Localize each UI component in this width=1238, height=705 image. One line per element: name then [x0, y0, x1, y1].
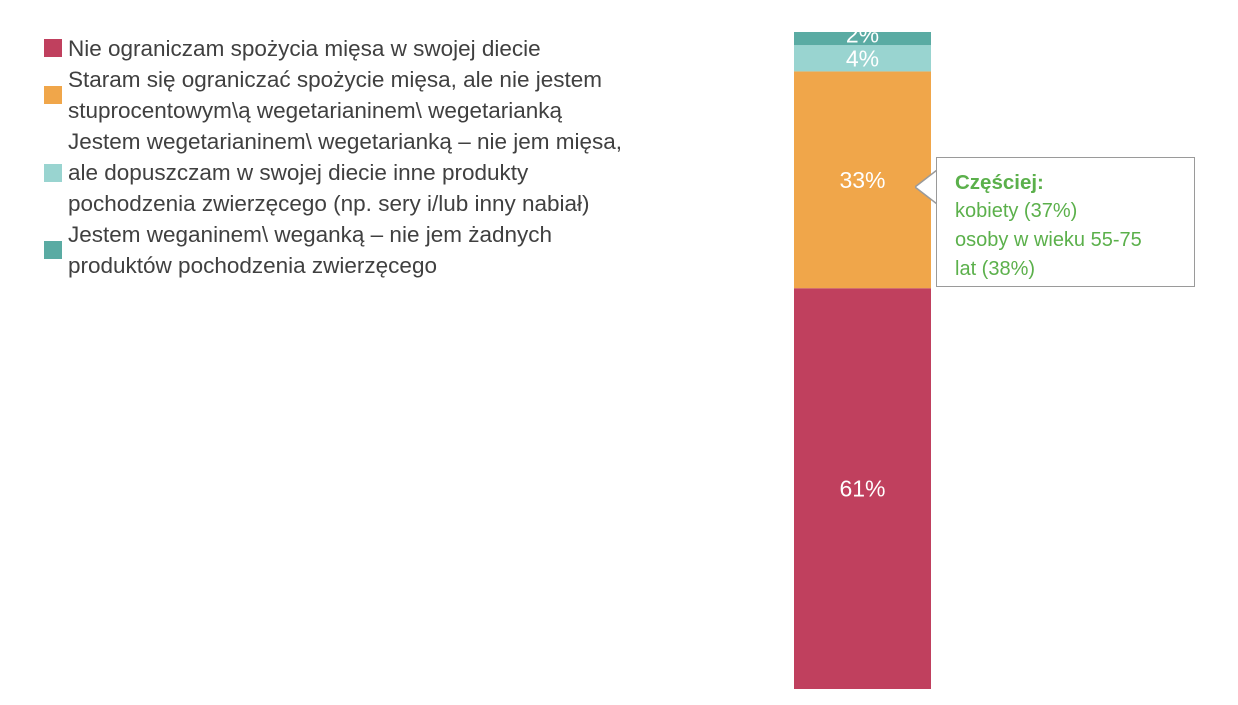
legend-item-no-limit: Nie ograniczam spożycia mięsa w swojej d… [44, 33, 744, 64]
chart-legend: Nie ograniczam spożycia mięsa w swojej d… [44, 33, 744, 281]
legend-label-line: Jestem wegetarianinem\ wegetarianką – ni… [68, 129, 623, 154]
legend-label-line: produktów pochodzenia zwierzęcego [68, 253, 437, 278]
callout-title: Częściej: [955, 171, 1044, 194]
callout-box: Częściej: kobiety (37%) osoby w wieku 55… [936, 157, 1195, 287]
bar-segment [794, 45, 931, 72]
data-label: 2% [846, 22, 879, 48]
legend-swatch [44, 164, 62, 182]
legend-item-vegan: Jestem weganinem\ weganką – nie jem żadn… [44, 219, 744, 281]
legend-label-line: pochodzenia zwierzęcego (np. sery i/lub … [68, 191, 590, 216]
legend-label-line: Staram się ograniczać spożycie mięsa, al… [68, 67, 602, 92]
bar-segment [794, 288, 931, 689]
bar-segment [794, 32, 931, 46]
legend-swatch [44, 241, 62, 259]
legend-swatch [44, 39, 62, 57]
legend-item-vegetarian: Jestem wegetarianinem\ wegetarianką – ni… [44, 126, 744, 219]
legend-item-limit-meat: Staram się ograniczać spożycie mięsa, al… [44, 64, 744, 126]
data-label: 33% [839, 167, 885, 193]
legend-swatch [44, 86, 62, 104]
callout-line: osoby w wieku 55-75 [955, 229, 1142, 251]
legend-label-line: Nie ograniczam spożycia mięsa w swojej d… [68, 36, 541, 61]
legend-label-line: ale dopuszczam w swojej diecie inne prod… [68, 160, 529, 185]
bar-segment [794, 71, 931, 289]
legend-label-line: stuprocentowym\ą wegetarianinem\ wegetar… [68, 98, 563, 123]
data-label: 61% [839, 476, 885, 502]
callout-line: kobiety (37%) [955, 200, 1078, 222]
legend-label-line: Jestem weganinem\ weganką – nie jem żadn… [68, 222, 553, 247]
callout-line: lat (38%) [955, 258, 1036, 280]
data-label: 4% [846, 45, 879, 71]
